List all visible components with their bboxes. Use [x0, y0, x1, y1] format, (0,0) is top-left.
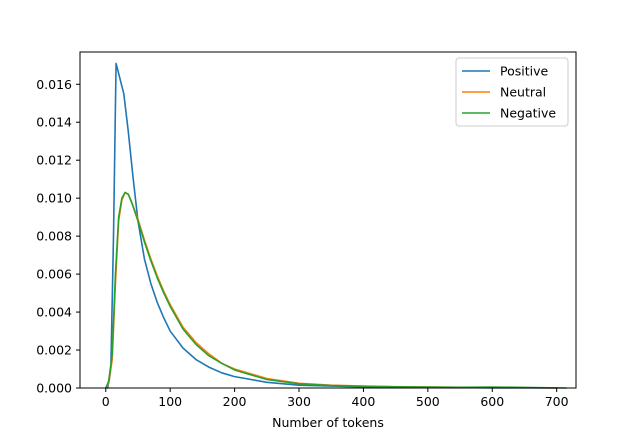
x-tick-label: 300 [287, 394, 311, 409]
plot-area [79, 51, 577, 389]
x-tick-label: 600 [480, 394, 504, 409]
x-tick-label: 200 [223, 394, 247, 409]
legend-box [455, 57, 569, 127]
legend-label-positive: Positive [500, 64, 548, 79]
axes-frame [79, 51, 577, 389]
legend-items: Positive Neutral Negative [462, 64, 556, 121]
y-tick-label: 0.002 [36, 343, 72, 358]
x-tick-label: 700 [545, 394, 569, 409]
x-axis-title: Number of tokens [272, 415, 384, 430]
legend-label-negative: Negative [500, 106, 556, 121]
series-line-neutral [104, 191, 558, 389]
legend: Positive Neutral Negative [455, 57, 569, 127]
x-axis: 0 100 200 300 400 500 600 700 [102, 388, 569, 409]
y-tick-label: 0.016 [36, 77, 72, 92]
y-tick-label: 0.008 [36, 229, 72, 244]
y-axis: 0.000 0.002 0.004 0.006 0.008 0.010 0.012 0.014… [36, 77, 80, 396]
y-tick-label: 0.004 [36, 305, 72, 320]
x-tick-label: 100 [158, 394, 182, 409]
x-tick-label: 500 [416, 394, 440, 409]
series-line-negative [104, 191, 568, 389]
series-layer [104, 62, 568, 389]
y-tick-label: 0.006 [36, 267, 72, 282]
legend-label-neutral: Neutral [500, 85, 546, 100]
x-tick-label: 400 [351, 394, 375, 409]
y-tick-label: 0.000 [36, 381, 72, 396]
y-tick-label: 0.012 [36, 153, 72, 168]
y-tick-label: 0.010 [36, 191, 72, 206]
x-tick-label: 0 [102, 394, 110, 409]
y-tick-label: 0.014 [36, 115, 72, 130]
